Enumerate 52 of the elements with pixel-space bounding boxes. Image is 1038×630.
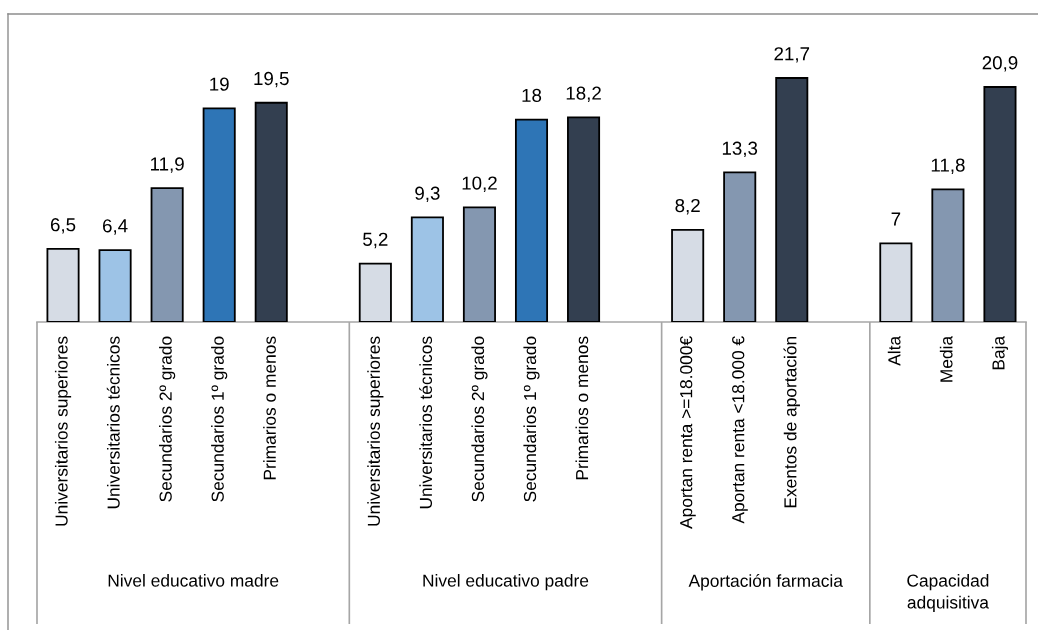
bar	[410, 216, 444, 322]
bar	[671, 228, 705, 322]
data-label: 18,2	[566, 86, 601, 102]
text: Capacidad adquisitiva	[907, 574, 989, 613]
data-label: 8,2	[675, 198, 700, 215]
bar	[358, 262, 392, 322]
data-label: 21,7	[774, 47, 810, 63]
x-tick-label: Media	[939, 335, 953, 382]
x-tick-label: Aportan renta >=18.000€	[680, 336, 696, 529]
data-label: 19	[210, 77, 229, 91]
data-label: 11,8	[931, 158, 965, 174]
bar	[983, 86, 1017, 322]
x-tick-label: Universitarios técnicos	[419, 336, 433, 509]
bar	[931, 188, 965, 322]
x-tick-label: Alta	[887, 335, 901, 366]
x-tick-label: Aportan renta <18.000 €	[732, 336, 748, 524]
x-tick-label: Secundarios 1º grado	[523, 336, 540, 502]
data-label: 9,3	[415, 186, 440, 203]
data-label: 6,5	[50, 218, 76, 234]
data-label: 7	[891, 212, 901, 226]
text: Nivel educativo padre	[423, 574, 589, 591]
bar	[98, 249, 132, 322]
bar	[254, 101, 288, 322]
text: Nivel educativo madre	[108, 574, 279, 587]
bar	[150, 187, 184, 322]
bar	[567, 116, 601, 322]
x-tick-label: Primarios o menos	[575, 336, 589, 480]
x-tick-label: Secundarios 1º grado	[211, 336, 228, 502]
data-label: 5,2	[363, 232, 388, 249]
bar	[202, 107, 236, 322]
x-tick-label: Primarios o menos	[263, 336, 276, 480]
text: Aportación farmacia	[688, 574, 843, 591]
bar	[723, 171, 757, 322]
bar	[879, 242, 913, 322]
x-tick-label: Baja	[991, 335, 1009, 370]
data-label: 13,3	[722, 141, 758, 158]
bar	[775, 77, 809, 322]
x-tick-label: Universitarios superiores	[367, 336, 384, 526]
x-tick-label: Universitarios superiores	[54, 336, 72, 526]
data-label: 20,9	[982, 56, 1018, 72]
data-label: 6,4	[103, 219, 128, 235]
data-label: 11,9	[151, 157, 184, 173]
data-label: 10,2	[462, 176, 497, 192]
bar	[514, 118, 549, 322]
data-label: 19,5	[254, 71, 289, 88]
x-tick-label: Universitarios técnicos	[106, 336, 120, 509]
bar	[46, 248, 80, 322]
bar	[462, 206, 496, 322]
x-tick-label: Secundarios 2º grado	[159, 336, 176, 502]
x-tick-label: Secundarios 2º grado	[471, 336, 488, 502]
data-label: 18	[522, 88, 542, 103]
x-tick-label: Exentos de aportación	[783, 337, 800, 508]
